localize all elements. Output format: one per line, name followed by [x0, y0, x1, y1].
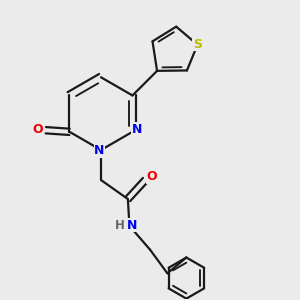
Text: O: O [146, 170, 157, 183]
Text: O: O [33, 123, 43, 136]
Text: S: S [193, 38, 202, 50]
Text: N: N [127, 219, 137, 232]
Text: N: N [94, 144, 105, 157]
Text: N: N [132, 123, 142, 136]
Text: H: H [114, 219, 124, 232]
